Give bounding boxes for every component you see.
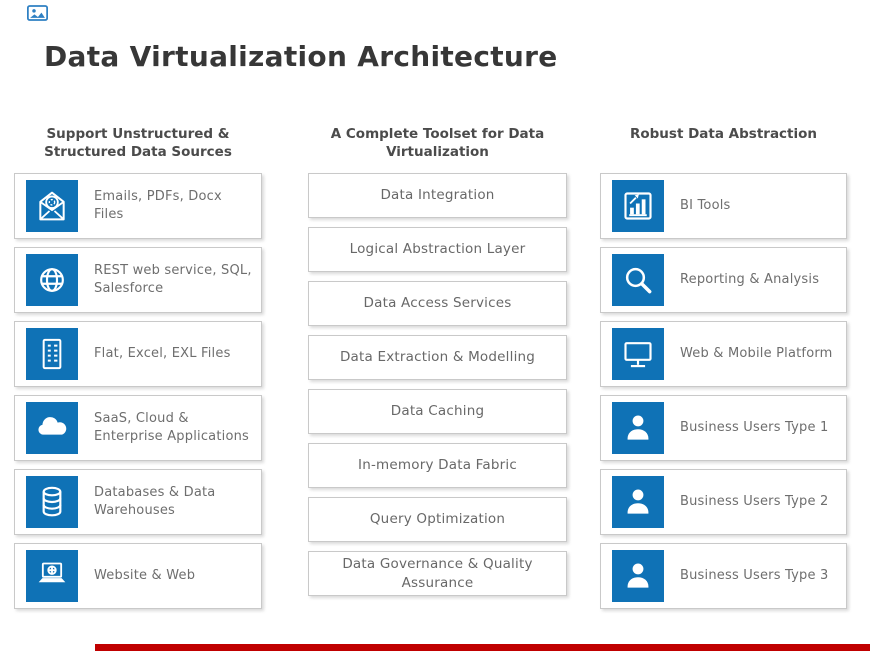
column-header: Robust Data Abstraction bbox=[629, 126, 818, 142]
list-item: Emails, PDFs, Docx Files bbox=[14, 173, 262, 239]
list-item-label: Web & Mobile Platform bbox=[680, 345, 833, 361]
globe-icon bbox=[26, 254, 78, 306]
list-item-label: Flat, Excel, EXL Files bbox=[94, 345, 231, 361]
list-item-label: REST web service, SQL, Salesforce bbox=[94, 262, 252, 296]
laptop-web-icon bbox=[26, 550, 78, 602]
list-item: Business Users Type 1 bbox=[600, 395, 847, 461]
column-data-sources: Support Unstructured & Structured Data S… bbox=[14, 126, 262, 617]
list-item: SaaS, Cloud & Enterprise Applications bbox=[14, 395, 262, 461]
search-icon bbox=[612, 254, 664, 306]
list-item-label: Data Governance & Quality Assurance bbox=[342, 556, 533, 591]
list-item-label: Data Extraction & Modelling bbox=[339, 349, 536, 366]
spreadsheet-icon bbox=[26, 328, 78, 380]
list-item-label: Query Optimization bbox=[369, 511, 506, 528]
list-item-label: Business Users Type 2 bbox=[680, 493, 829, 509]
list-item: Business Users Type 3 bbox=[600, 543, 847, 609]
list-item: Databases & Data Warehouses bbox=[14, 469, 262, 535]
list-item: Web & Mobile Platform bbox=[600, 321, 847, 387]
column-data-abstraction: Robust Data Abstraction BI Tools Reporti… bbox=[600, 126, 847, 617]
list-item: Data Integration bbox=[308, 173, 567, 218]
list-item-label: Databases & Data Warehouses bbox=[94, 484, 216, 518]
user-icon bbox=[612, 402, 664, 454]
list-item: Reporting & Analysis bbox=[600, 247, 847, 313]
column-header: A Complete Toolset for Data Virtualizati… bbox=[330, 126, 545, 160]
data-sources-list: Emails, PDFs, Docx Files REST web servic… bbox=[14, 173, 262, 609]
list-item-label: Emails, PDFs, Docx Files bbox=[94, 188, 222, 222]
column-toolset: A Complete Toolset for Data Virtualizati… bbox=[308, 126, 567, 605]
footer-accent-bar bbox=[95, 644, 870, 651]
user-icon bbox=[612, 476, 664, 528]
database-icon bbox=[26, 476, 78, 528]
list-item-label: BI Tools bbox=[680, 197, 731, 213]
image-logo-icon bbox=[27, 5, 48, 21]
monitor-icon bbox=[612, 328, 664, 380]
list-item-label: Reporting & Analysis bbox=[680, 271, 820, 287]
list-item: Data Extraction & Modelling bbox=[308, 335, 567, 380]
list-item: Business Users Type 2 bbox=[600, 469, 847, 535]
list-item: REST web service, SQL, Salesforce bbox=[14, 247, 262, 313]
list-item: Query Optimization bbox=[308, 497, 567, 542]
list-item: Flat, Excel, EXL Files bbox=[14, 321, 262, 387]
envelope-seal-icon bbox=[26, 180, 78, 232]
list-item: Website & Web bbox=[14, 543, 262, 609]
bar-chart-icon bbox=[612, 180, 664, 232]
list-item: BI Tools bbox=[600, 173, 847, 239]
cloud-icon bbox=[26, 402, 78, 454]
list-item-label: In-memory Data Fabric bbox=[358, 457, 517, 474]
column-header: Support Unstructured & Structured Data S… bbox=[44, 126, 232, 160]
list-item: Data Access Services bbox=[308, 281, 567, 326]
list-item: Logical Abstraction Layer bbox=[308, 227, 567, 272]
list-item: Data Caching bbox=[308, 389, 567, 434]
list-item: In-memory Data Fabric bbox=[308, 443, 567, 488]
list-item-label: Business Users Type 1 bbox=[680, 419, 829, 435]
list-item-label: SaaS, Cloud & Enterprise Applications bbox=[94, 410, 250, 444]
list-item-label: Data Integration bbox=[380, 187, 495, 204]
list-item: Data Governance & Quality Assurance bbox=[308, 551, 567, 596]
abstraction-list: BI Tools Reporting & Analysis Web & Mobi… bbox=[600, 173, 847, 609]
list-item-label: Website & Web bbox=[94, 567, 196, 583]
toolset-list: Data Integration Logical Abstraction Lay… bbox=[308, 173, 567, 596]
user-icon bbox=[612, 550, 664, 602]
list-item-label: Business Users Type 3 bbox=[680, 567, 829, 583]
list-item-label: Data Caching bbox=[390, 403, 485, 420]
page-title: Data Virtualization Architecture bbox=[44, 40, 558, 73]
list-item-label: Data Access Services bbox=[363, 295, 512, 312]
list-item-label: Logical Abstraction Layer bbox=[349, 241, 526, 258]
